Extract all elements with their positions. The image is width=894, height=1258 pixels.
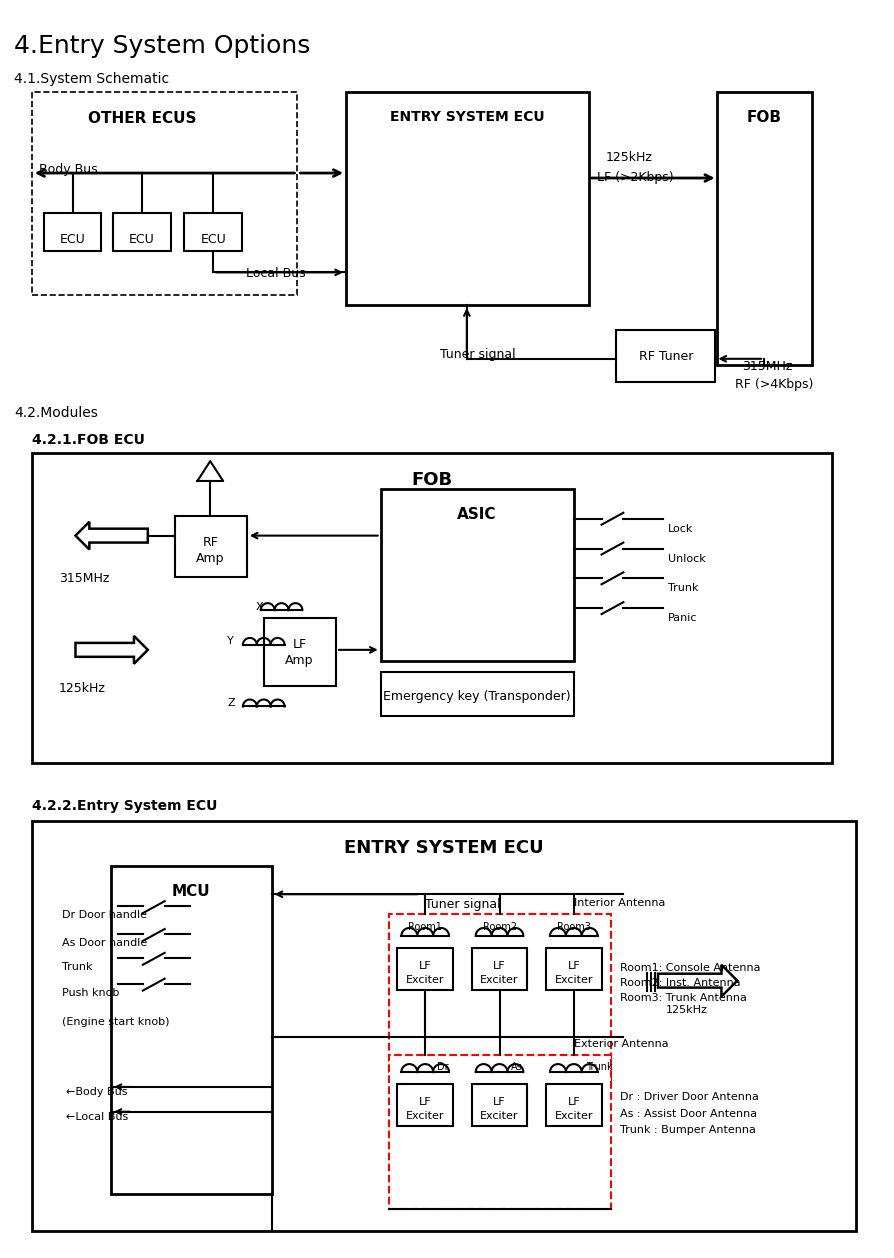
Text: Exciter: Exciter (480, 1111, 519, 1121)
Text: Lock: Lock (667, 523, 693, 533)
Bar (388, 1055, 611, 1209)
Text: Interior Antenna: Interior Antenna (573, 898, 664, 908)
Text: Tuner signal: Tuner signal (440, 348, 515, 361)
Text: LF: LF (567, 961, 579, 971)
Text: Push knob: Push knob (62, 988, 119, 998)
Text: ASIC: ASIC (457, 507, 496, 522)
Text: Dr: Dr (436, 1062, 448, 1072)
Text: ECU: ECU (60, 233, 85, 245)
Bar (397, 1084, 452, 1126)
Text: ENTRY SYSTEM ECU: ENTRY SYSTEM ECU (344, 839, 544, 857)
Text: Exterior Antenna: Exterior Antenna (573, 1039, 668, 1049)
Text: Room3: Trunk Antenna: Room3: Trunk Antenna (620, 993, 746, 1003)
Text: ←Body Bus: ←Body Bus (65, 1087, 127, 1097)
Text: Amp: Amp (196, 551, 224, 565)
Text: Body Bus: Body Bus (38, 164, 97, 176)
Text: Trunk: Trunk (585, 1062, 611, 1072)
Text: 4.2.2.Entry System ECU: 4.2.2.Entry System ECU (32, 799, 217, 813)
Text: As Door handle: As Door handle (62, 938, 147, 949)
Bar (44, 213, 101, 250)
Text: Amp: Amp (285, 654, 313, 667)
Bar (32, 820, 856, 1232)
Bar (545, 1084, 601, 1126)
Polygon shape (657, 965, 737, 996)
Text: Trunk : Bumper Antenna: Trunk : Bumper Antenna (620, 1125, 755, 1135)
Text: OTHER ECUS: OTHER ECUS (89, 112, 197, 127)
Text: As : Assist Door Antenna: As : Assist Door Antenna (620, 1108, 756, 1118)
Text: 315MHz: 315MHz (59, 572, 109, 585)
Text: As: As (510, 1062, 523, 1072)
Text: Dr Door handle: Dr Door handle (62, 910, 147, 920)
Text: Z: Z (227, 697, 234, 707)
Text: FOB: FOB (411, 470, 452, 489)
Text: RF: RF (202, 536, 218, 548)
Text: Room3: Room3 (556, 922, 590, 932)
Text: ECU: ECU (129, 233, 155, 245)
Text: Unlock: Unlock (667, 554, 704, 564)
Text: 4.2.Modules: 4.2.Modules (14, 406, 97, 420)
Text: 125kHz: 125kHz (605, 151, 652, 165)
Text: Y: Y (227, 637, 233, 645)
Text: Tuner signal: Tuner signal (425, 898, 501, 911)
Bar (717, 92, 811, 365)
Text: FOB: FOB (746, 111, 780, 126)
Bar (111, 867, 272, 1194)
Text: LF (>2Kbps): LF (>2Kbps) (596, 171, 672, 184)
Text: (Engine start knob): (Engine start knob) (62, 1018, 169, 1028)
Text: 4.2.1.FOB ECU: 4.2.1.FOB ECU (32, 433, 145, 448)
Bar (471, 947, 527, 990)
Text: Local Bus: Local Bus (246, 268, 305, 281)
Text: 4.Entry System Options: 4.Entry System Options (14, 34, 310, 58)
Text: Trunk: Trunk (667, 584, 697, 594)
Text: LF: LF (418, 961, 431, 971)
Text: Dr : Driver Door Antenna: Dr : Driver Door Antenna (620, 1092, 758, 1102)
Bar (388, 915, 611, 1081)
Text: 4.1.System Schematic: 4.1.System Schematic (14, 72, 169, 86)
Bar (545, 947, 601, 990)
Text: Exciter: Exciter (554, 1111, 593, 1121)
Text: LF: LF (493, 1097, 505, 1107)
Bar (346, 92, 588, 306)
Text: MCU: MCU (172, 884, 210, 899)
Text: Trunk: Trunk (62, 962, 92, 971)
Polygon shape (75, 522, 148, 550)
Text: Exciter: Exciter (554, 975, 593, 985)
Text: Exciter: Exciter (406, 1111, 444, 1121)
Bar (397, 947, 452, 990)
Bar (174, 516, 247, 577)
Text: Exciter: Exciter (406, 975, 444, 985)
Text: Room2: Room2 (482, 922, 516, 932)
Text: X: X (256, 603, 263, 613)
Bar (380, 489, 573, 660)
Text: RF Tuner: RF Tuner (638, 350, 692, 362)
Polygon shape (75, 637, 148, 664)
Bar (616, 330, 714, 381)
Bar (32, 453, 831, 764)
Text: Panic: Panic (667, 613, 696, 623)
Bar (264, 618, 335, 686)
Text: LF: LF (292, 638, 306, 650)
Bar (113, 213, 171, 250)
Text: LF: LF (567, 1097, 579, 1107)
Text: LF: LF (493, 961, 505, 971)
Text: Emergency key (Transponder): Emergency key (Transponder) (383, 689, 569, 703)
Bar (184, 213, 241, 250)
Bar (32, 92, 297, 296)
Text: ←Local Bus: ←Local Bus (65, 1112, 128, 1122)
Text: LF: LF (418, 1097, 431, 1107)
Text: Room1: Console Antenna: Room1: Console Antenna (620, 962, 760, 972)
Bar (471, 1084, 527, 1126)
Text: ECU: ECU (200, 233, 226, 245)
Text: RF (>4Kbps): RF (>4Kbps) (735, 377, 813, 391)
Text: Room2: Inst. Antenna: Room2: Inst. Antenna (620, 977, 740, 988)
Text: Exciter: Exciter (480, 975, 519, 985)
Text: 315MHz: 315MHz (741, 360, 792, 372)
Text: Room1: Room1 (408, 922, 442, 932)
Text: 125kHz: 125kHz (59, 682, 105, 694)
Text: ENTRY SYSTEM ECU: ENTRY SYSTEM ECU (389, 111, 544, 125)
Bar (380, 672, 573, 716)
Text: 125kHz: 125kHz (665, 1005, 707, 1015)
